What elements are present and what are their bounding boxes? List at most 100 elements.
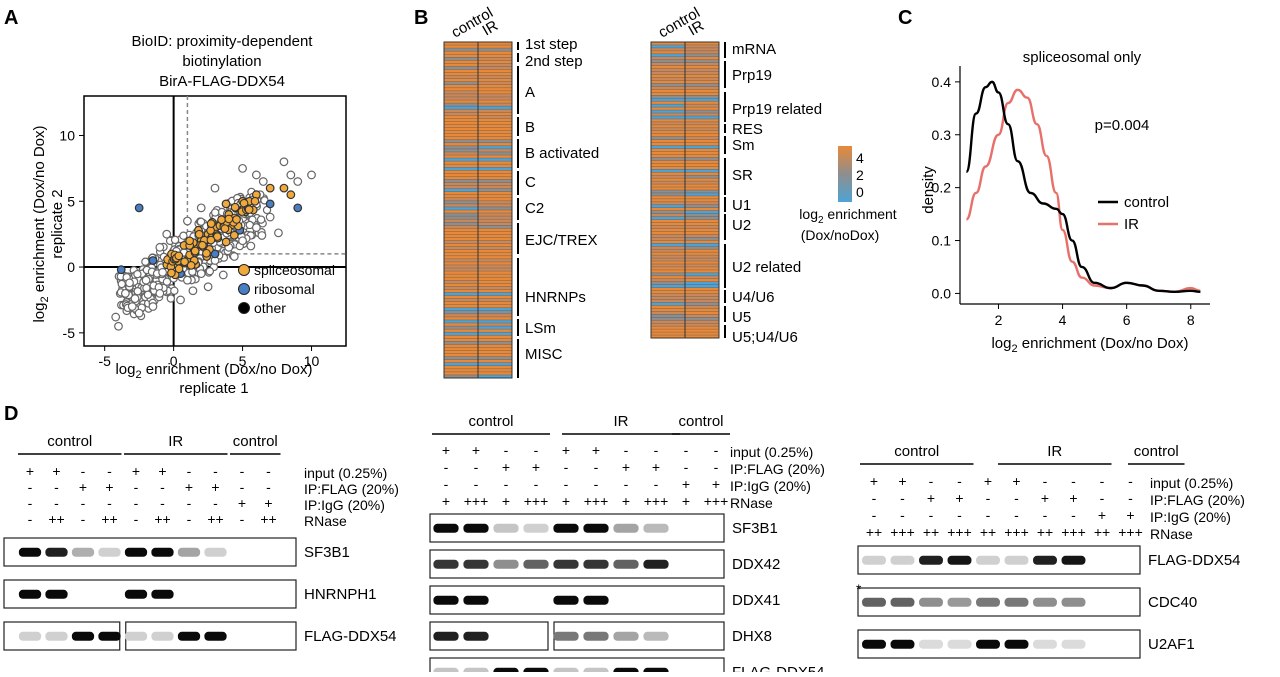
blot-band [553,523,579,533]
heatmap-cell [444,200,478,205]
heatmap-cell [685,269,719,274]
heatmap-cell [478,335,512,339]
heatmap-cell [651,166,685,170]
heatmap-cell [478,72,512,76]
heatmap-cell [651,320,685,324]
blot-sign: ++ [1037,524,1053,540]
blot-sign: ++ [866,524,882,540]
blot-band [1004,555,1029,565]
scatter-point-spliceosomal [286,190,296,200]
heatmap-cell [685,228,719,232]
heatmap-cell [685,89,719,93]
blot-sign: +++ [704,493,729,509]
heatmap-cell [651,305,685,309]
panel-label-a: A [4,7,18,29]
heatmap-cell [685,213,719,217]
scatter-point-other [265,212,275,222]
heatmap-cell [685,284,719,288]
heatmap-cell [651,83,685,87]
heatmap-cell [685,142,719,146]
blot-band [493,559,519,569]
heatmap-cell [478,90,512,95]
heatmap-cell [478,353,512,357]
group-label: 2nd step [525,53,583,70]
heatmap-cell [444,164,478,168]
heatmap-cell [444,350,478,354]
density-x-label: log2 enrichment (Dox/no Dox) [991,335,1188,355]
blot-band [583,667,609,677]
heatmap-cell [444,335,478,339]
heatmap-cell [685,74,719,78]
heatmap-cell [651,148,685,152]
blot-row-label: RNase [730,495,773,511]
blot-sign: ++ [101,511,117,527]
heatmap-cell [651,163,685,167]
blot-sign: + [622,459,630,475]
density-plot-c: 2 4 6 8 0.0 0.1 0.2 0.3 0.4 [932,66,1210,328]
scatter-plot-a: -5 0 5 10 -5 0 5 10 [59,95,347,369]
scatter-point-spliceosomal [167,268,176,278]
scatter-point-spliceosomal [221,237,231,247]
density-line-control [965,80,1201,294]
blot-sign: - [187,495,192,511]
scatter-point-other [229,252,239,261]
heatmap-cell [444,234,478,238]
heatmap-cell [651,118,685,123]
heatmap-cell [685,311,719,315]
heatmap-cell [685,234,719,238]
group-label: Prp19 related [732,101,822,118]
scatter-point-other [142,283,151,293]
group-label: U1 [732,197,751,214]
blot-band [1033,597,1057,607]
blot-group-label: IR [1047,443,1062,460]
heatmap-cell [478,329,512,333]
heatmap-cell [651,56,685,61]
heatmap-cell [444,264,478,269]
heatmap-cell [651,187,685,191]
blot-band [613,559,639,569]
heatmap-cell [685,305,719,309]
heatmap-cell [651,329,685,333]
scatter-point-other [183,216,192,226]
blot-sign: - [474,459,479,475]
heatmap-cell [478,374,512,379]
blot-sign: + [238,495,246,511]
blot-sign: - [564,476,569,492]
heatmap-cell [685,68,719,72]
heatmap-cell [651,44,685,49]
heatmap-cell [651,74,685,78]
blot-row-label: RNase [304,513,347,529]
scatter-point-other [257,231,267,240]
scatter-point-other [258,177,268,186]
heatmap-cell [478,289,512,293]
blot-band [18,589,42,599]
scatter-point-other [130,294,140,304]
blot-sign: - [714,442,719,458]
blot-band [493,667,519,677]
blot-band [1004,597,1029,607]
heatmap-cell [685,329,719,333]
heatmap-cell [651,201,685,206]
heatmap-cell [478,313,512,318]
heatmap-cell [478,179,512,183]
heatmap-cell [478,243,512,247]
blot-band [433,595,459,605]
scatter-point-other [114,321,123,331]
heatmap-cell [651,77,685,81]
x-tick-label: -5 [98,353,111,369]
group-label: U5;U4/U6 [732,329,798,346]
heatmap-cell [444,249,478,254]
heatmap-cell [651,275,685,280]
heatmap-cell [478,295,512,299]
group-label: U4/U6 [732,289,775,306]
heatmap-cell [478,42,512,46]
heatmap-cell [478,213,512,217]
heatmap-cell [651,192,685,197]
heatmap-cell [651,302,685,306]
blot-sign: - [504,442,509,458]
blot-sign: - [872,490,877,506]
heatmap-cell [444,319,478,324]
heatmap-cell [478,240,512,244]
heatmap-cell [444,60,478,64]
heatmap-cell [478,84,512,89]
